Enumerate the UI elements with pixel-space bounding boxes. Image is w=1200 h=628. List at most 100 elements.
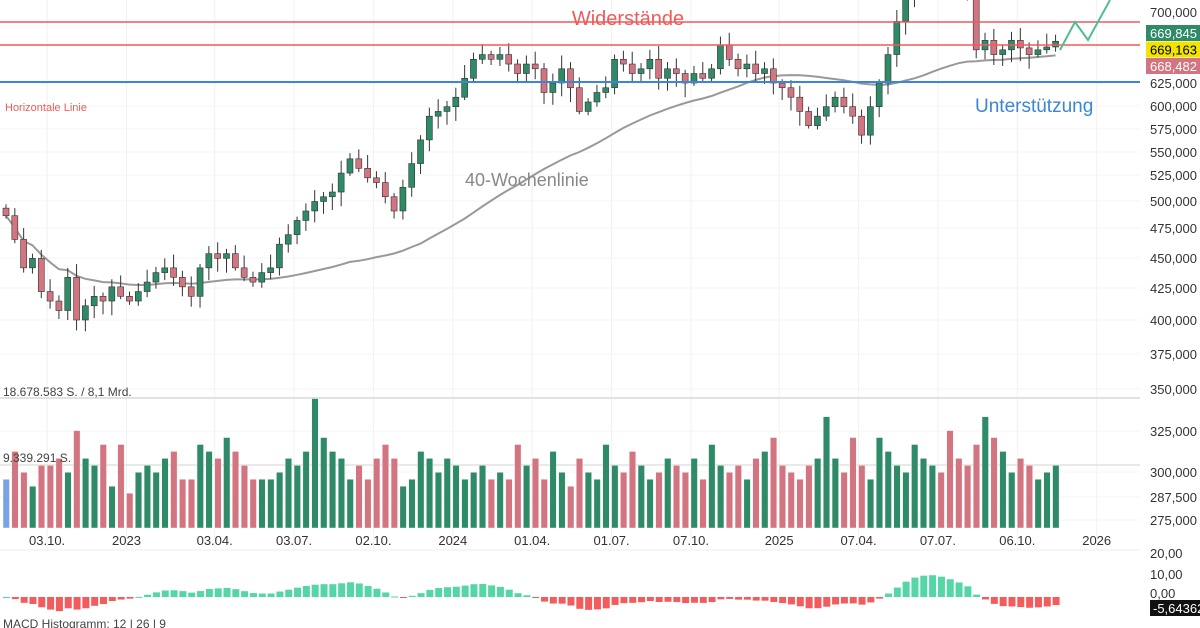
candle-body [540, 68, 548, 93]
macd-bar [823, 597, 831, 607]
macd-bar [100, 597, 108, 605]
macd-bar [973, 594, 981, 597]
volume-bar [778, 465, 786, 529]
candle-body [390, 196, 398, 212]
candle-body [620, 58, 627, 65]
x-tick-label: 01.07. [594, 533, 630, 548]
macd-bar [982, 597, 990, 600]
macd-bar [223, 587, 231, 597]
volume-bar [981, 416, 989, 529]
macd-bar [585, 597, 593, 610]
candle-body [240, 267, 248, 278]
time-axis[interactable]: 03.10. 2023 03.04. 03.07. 02.10. 2024 01.04. 01… [29, 533, 1111, 548]
macd-bar [276, 591, 284, 597]
macd-bar [426, 589, 434, 597]
macd-bar [355, 583, 363, 597]
volume-bar [629, 451, 636, 529]
volume-bar [593, 479, 601, 529]
macd-bar [161, 590, 169, 597]
macd-bar [249, 593, 257, 597]
candle-body [478, 54, 486, 60]
candle-body [814, 115, 821, 126]
candle-body [743, 63, 751, 70]
macd-bar [664, 597, 672, 602]
macd-bar [849, 597, 857, 604]
candle-body [276, 243, 283, 269]
candle-body [822, 106, 830, 117]
volume-bar [126, 493, 134, 529]
macd-bar [867, 597, 875, 603]
candle-body [117, 286, 124, 297]
volume-bar [973, 444, 980, 529]
volume-bar [29, 486, 37, 529]
volume-bar [902, 472, 910, 529]
volume-bar [258, 479, 266, 529]
candle-body [523, 63, 530, 74]
macd-bar [338, 583, 346, 597]
candle-body [505, 54, 513, 65]
candle-body [999, 49, 1006, 55]
volume-bar [55, 458, 63, 529]
x-tick-label: 2025 [765, 533, 794, 548]
volume-bar [514, 444, 522, 529]
macd-bar [311, 584, 319, 597]
volume-bar [831, 458, 839, 529]
volume-bar [884, 451, 892, 529]
candle-body [558, 68, 565, 84]
macd-bar [920, 575, 928, 597]
price-tick-label: 325,000 [1150, 424, 1197, 439]
candle-body [1016, 40, 1024, 49]
macd-bar [241, 591, 249, 597]
price-axis[interactable]: 700,000 625,000 600,000 575,000 550,000 525,0… [1150, 5, 1197, 601]
macd-bar [796, 597, 804, 607]
horizontal-line-label: Horizontale Linie [5, 102, 87, 114]
candle-body [858, 115, 865, 136]
candle-body [664, 68, 671, 79]
macd-bar [558, 597, 566, 604]
macd-bar [752, 597, 760, 601]
volume-bar [46, 465, 54, 529]
macd-bar [708, 597, 716, 603]
candle-body [734, 58, 742, 70]
volume-bar [690, 458, 698, 529]
candle-body [646, 58, 654, 70]
candle-body [1025, 47, 1033, 55]
macd-bar [1008, 597, 1016, 607]
candle-body [628, 63, 636, 74]
volume-bar [911, 444, 919, 529]
price-badge [1146, 58, 1200, 74]
candle-body [875, 82, 883, 108]
candle-body [496, 54, 504, 60]
volume-bar [249, 479, 257, 529]
volume-bar [267, 479, 275, 529]
candles [2, 0, 1059, 332]
macd-bar [620, 597, 628, 604]
x-tick-label: 2024 [438, 533, 467, 548]
volume-bar [487, 479, 495, 529]
price-tick-label: 550,000 [1150, 145, 1197, 160]
candle-body [196, 267, 204, 297]
candle-body [267, 267, 274, 273]
volume-bar [223, 437, 231, 529]
price-tick-label: 350,000 [1150, 382, 1197, 397]
candle-body [567, 68, 574, 89]
volume-bar [1043, 472, 1051, 529]
volume-bar [346, 479, 354, 529]
volume-bar [893, 465, 901, 529]
volume-bar [90, 465, 98, 529]
candle-body [337, 172, 345, 193]
candle-body [487, 54, 495, 60]
candle-body [831, 96, 839, 108]
macd-bar [126, 597, 134, 599]
price-tick-label: 475,000 [1150, 221, 1197, 236]
candle-body [258, 272, 266, 283]
volume-bar [849, 437, 857, 529]
volume-bar [655, 472, 663, 529]
volume-bar [840, 472, 848, 529]
macd-bar [902, 581, 910, 597]
x-tick-label: 06.10. [999, 533, 1035, 548]
macd-bar [787, 597, 795, 605]
volume-bar [964, 465, 972, 529]
volume-bar [390, 458, 398, 529]
